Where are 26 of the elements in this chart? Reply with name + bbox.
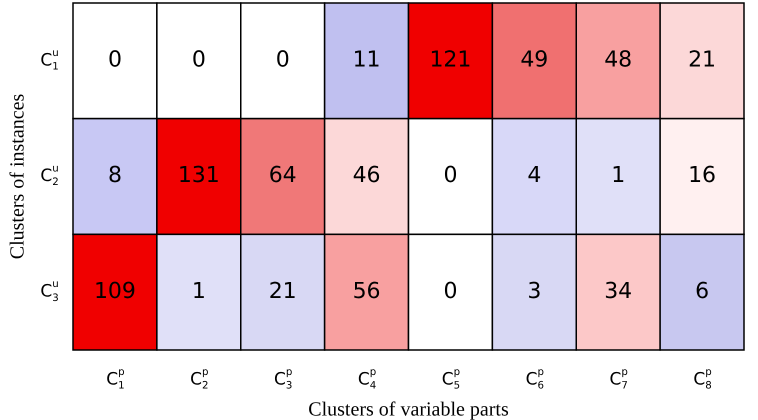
data-label: 131 <box>178 163 220 188</box>
data-label: 3 <box>527 278 542 304</box>
data-label: 49 <box>520 48 548 73</box>
data-label: 11 <box>352 48 381 73</box>
data-label: 56 <box>352 278 381 304</box>
data-label: 0 <box>443 278 458 304</box>
data-label: 48 <box>604 48 632 73</box>
data-label: 46 <box>352 163 381 188</box>
data-label: 0 <box>108 48 122 73</box>
data-label: 16 <box>688 163 716 188</box>
data-label: 1 <box>611 163 626 188</box>
data-label: 34 <box>604 278 632 304</box>
data-label: 64 <box>268 163 297 188</box>
data-label: 21 <box>268 278 297 304</box>
data-label: 0 <box>192 48 206 73</box>
data-label: 1 <box>192 278 206 304</box>
data-label: 109 <box>94 278 136 304</box>
data-label: 121 <box>429 48 472 73</box>
data-label: 6 <box>695 278 710 304</box>
y-axis-title: Clusters of instances <box>6 94 28 260</box>
x-axis-title: Clusters of variable parts <box>308 398 509 420</box>
data-label: 4 <box>527 163 542 188</box>
data-label: 0 <box>276 48 290 73</box>
data-label: 8 <box>108 163 122 188</box>
data-label: 0 <box>443 163 458 188</box>
data-label: 21 <box>688 48 716 73</box>
